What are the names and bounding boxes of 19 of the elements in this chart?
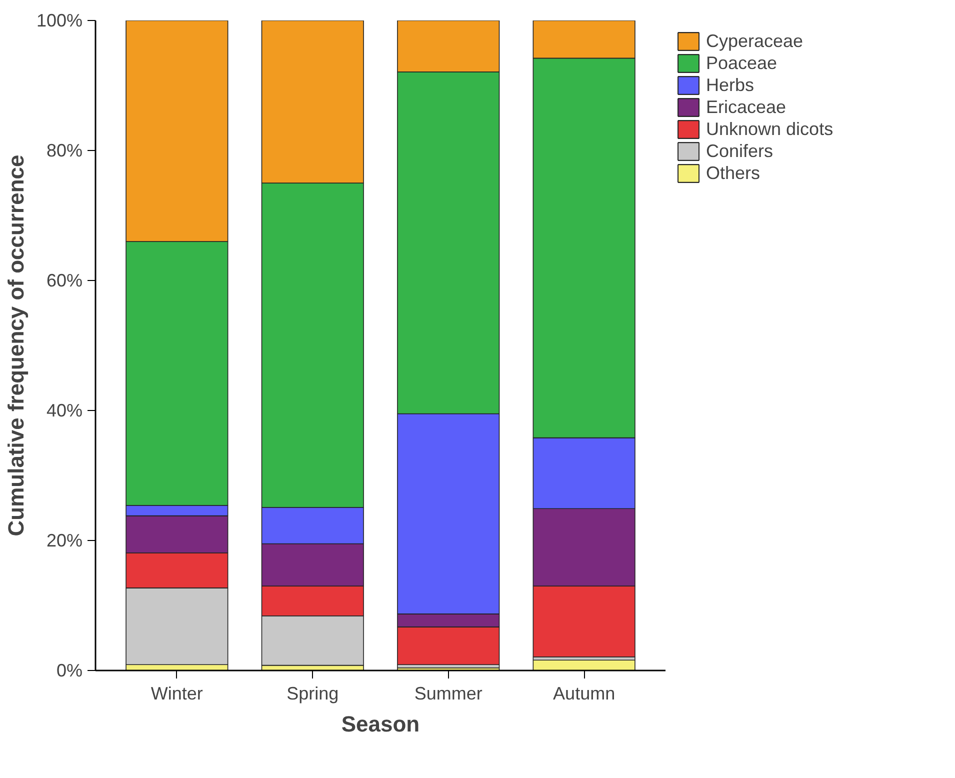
legend-label: Ericaceae (706, 96, 786, 118)
y-tick-label: 100% (36, 10, 83, 30)
legend-label: Poaceae (706, 52, 778, 74)
legend-label: Herbs (706, 74, 754, 96)
legend-label: Cyperaceae (706, 30, 804, 52)
legend-label: Unknown dicots (706, 118, 834, 140)
y-tick-label: 20% (46, 530, 83, 550)
legend-label: Conifers (706, 140, 774, 162)
y-tick-label: 80% (46, 140, 83, 160)
x-tick-label: Spring (286, 684, 339, 704)
x-tick-label: Winter (150, 684, 203, 704)
x-tick-label: Summer (414, 684, 482, 704)
y-tick-label: 0% (56, 660, 82, 680)
x-axis-title: Season (341, 712, 420, 736)
legend-label: Others (706, 162, 760, 184)
y-tick-label: 40% (46, 400, 83, 420)
y-tick-label: 60% (46, 270, 83, 290)
x-tick-label: Autumn (553, 684, 616, 704)
y-axis-title: Cumulative frequency of occurrence (3, 154, 28, 536)
